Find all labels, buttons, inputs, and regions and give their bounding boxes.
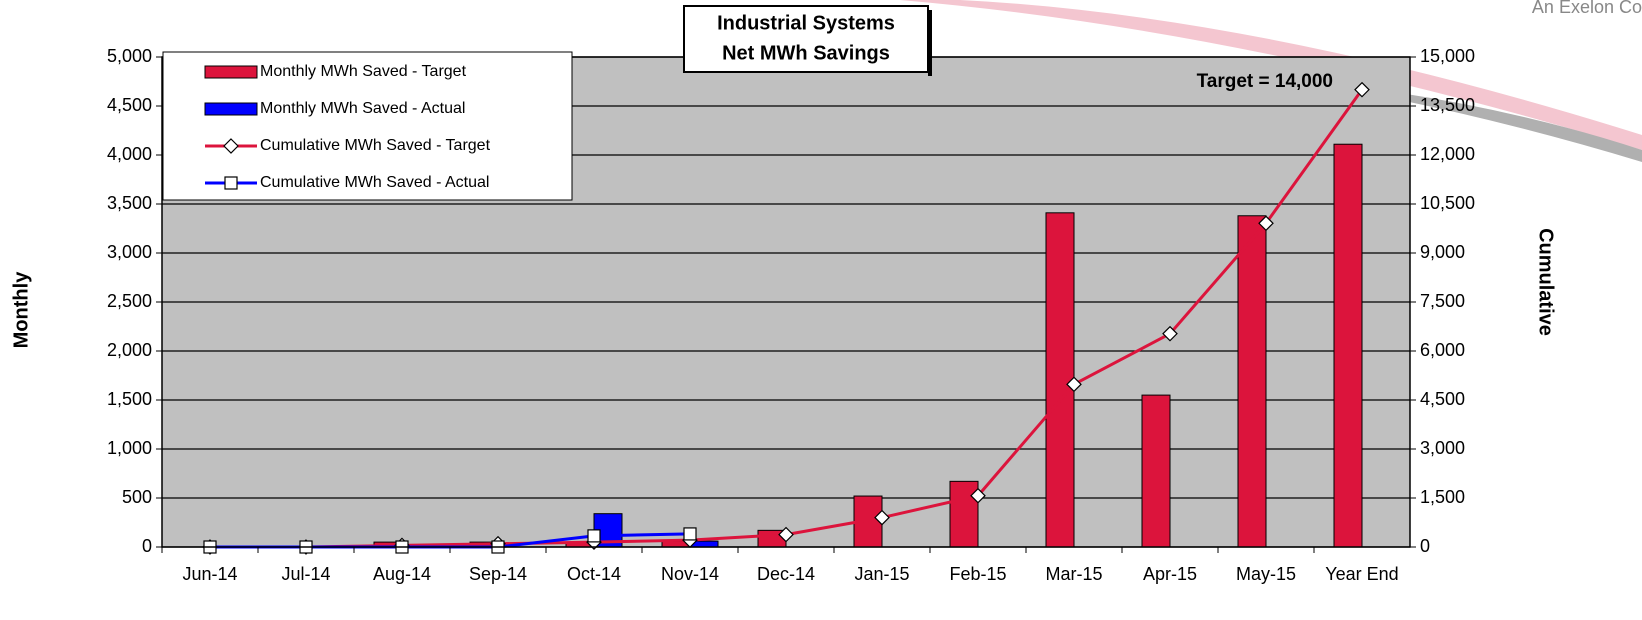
y2-tick-label: 1,500 xyxy=(1420,487,1465,507)
y-tick-label: 4,000 xyxy=(107,144,152,164)
x-tick-label: Aug-14 xyxy=(373,564,431,584)
marker xyxy=(970,487,986,504)
y-tick-label: 3,000 xyxy=(107,242,152,262)
x-tick-label: Feb-15 xyxy=(949,564,1006,584)
y-tick-label: 5,000 xyxy=(107,46,152,66)
y-tick-label: 2,000 xyxy=(107,340,152,360)
x-tick-label: May-15 xyxy=(1236,564,1296,584)
chart-title: Industrial Systems xyxy=(717,12,895,34)
y-tick-label: 2,500 xyxy=(107,291,152,311)
y2-tick-label: 12,000 xyxy=(1420,144,1475,164)
marker xyxy=(224,176,238,190)
y2-tick-label: 15,000 xyxy=(1420,46,1475,66)
marker xyxy=(778,526,794,543)
y2-tick-label: 13,500 xyxy=(1420,95,1475,115)
marker xyxy=(587,529,601,543)
y2-tick-label: 6,000 xyxy=(1420,340,1465,360)
x-tick-label: Jan-15 xyxy=(854,564,909,584)
x-tick-label: Jun-14 xyxy=(182,564,237,584)
marker xyxy=(683,527,697,541)
x-tick-label: Dec-14 xyxy=(757,564,815,584)
x-tick-label: Nov-14 xyxy=(661,564,719,584)
y2-tick-label: 7,500 xyxy=(1420,291,1465,311)
y-tick-label: 0 xyxy=(142,536,152,556)
marker xyxy=(874,509,890,526)
legend-swatch xyxy=(204,102,258,116)
x-tick-label: Apr-15 xyxy=(1143,564,1197,584)
legend-label: Cumulative MWh Saved - Target xyxy=(260,137,491,154)
y2-tick-label: 0 xyxy=(1420,536,1430,556)
y-tick-label: 500 xyxy=(122,487,152,507)
x-tick-label: Sep-14 xyxy=(469,564,527,584)
y-axis-label: Monthly xyxy=(10,271,32,349)
legend-label: Monthly MWh Saved - Target xyxy=(260,63,467,80)
y-tick-label: 3,500 xyxy=(107,193,152,213)
y2-tick-label: 10,500 xyxy=(1420,193,1475,213)
bar xyxy=(1141,394,1171,548)
y2-tick-label: 4,500 xyxy=(1420,389,1465,409)
marker xyxy=(1066,376,1082,393)
marker xyxy=(1162,325,1178,342)
bar xyxy=(949,480,979,548)
x-tick-label: Mar-15 xyxy=(1045,564,1102,584)
y-tick-label: 1,500 xyxy=(107,389,152,409)
x-tick-label: Oct-14 xyxy=(567,564,621,584)
title-box xyxy=(683,5,929,73)
y-tick-label: 1,000 xyxy=(107,438,152,458)
swoosh-gray xyxy=(1380,90,1642,162)
y2-tick-label: 3,000 xyxy=(1420,438,1465,458)
annotation: Target = 14,000 xyxy=(1197,71,1333,92)
marker xyxy=(1258,215,1274,232)
bar xyxy=(1045,212,1075,548)
corner-text: An Exelon Co xyxy=(1532,0,1642,17)
legend-swatch xyxy=(204,65,258,79)
y2-axis-label: Cumulative xyxy=(1535,228,1557,336)
legend-label: Monthly MWh Saved - Actual xyxy=(260,100,465,117)
y-tick-label: 4,500 xyxy=(107,95,152,115)
marker xyxy=(1354,81,1370,98)
x-tick-label: Jul-14 xyxy=(281,564,330,584)
y2-tick-label: 9,000 xyxy=(1420,242,1465,262)
bar xyxy=(1333,143,1363,548)
legend-label: Cumulative MWh Saved - Actual xyxy=(260,174,489,191)
title-shadow xyxy=(928,10,932,76)
marker xyxy=(223,138,239,154)
bar xyxy=(1237,215,1267,548)
x-tick-label: Year End xyxy=(1325,564,1398,584)
chart-title: Net MWh Savings xyxy=(722,42,890,64)
